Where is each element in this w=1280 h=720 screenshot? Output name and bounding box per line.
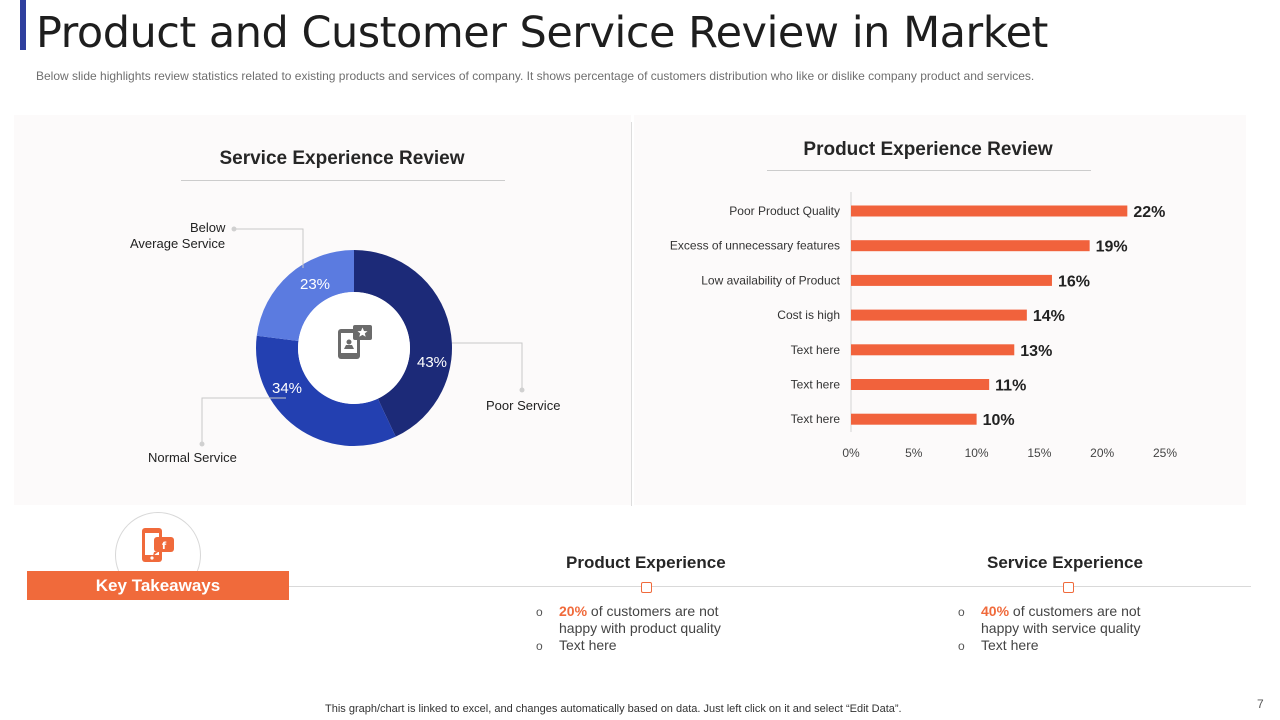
bar-category-label: Poor Product Quality xyxy=(729,204,840,218)
service-chart-title-underline xyxy=(181,180,505,181)
list-item-text: of customers are not xyxy=(1009,603,1141,619)
service-chart-title: Service Experience Review xyxy=(219,148,465,169)
category-label-below-line1: Below xyxy=(190,220,226,235)
list-item-text: happy with product quality xyxy=(559,620,721,636)
svg-text:f: f xyxy=(162,541,167,552)
donut-label-below-average: 23% xyxy=(300,276,331,293)
bar-category-label: Text here xyxy=(791,378,841,392)
x-tick-label: 15% xyxy=(1027,446,1051,460)
phone-social-icon: f xyxy=(142,528,174,562)
panel-divider xyxy=(631,122,632,506)
product-experience-heading: Product Experience xyxy=(566,553,726,572)
bar[interactable] xyxy=(851,309,1027,321)
product-marker xyxy=(641,582,652,593)
leader-dot-poor xyxy=(519,387,525,393)
page-number: 7 xyxy=(1257,697,1264,711)
list-item-text: of customers are not xyxy=(587,603,719,619)
bar-value-label: 11% xyxy=(995,378,1026,395)
leader-lines xyxy=(201,228,523,444)
bar-category-label: Cost is high xyxy=(777,308,840,322)
bar-category-label: Excess of unnecessary features xyxy=(670,239,840,253)
donut-label-normal: 34% xyxy=(272,380,303,397)
x-tick-label: 20% xyxy=(1090,446,1114,460)
key-takeaways-banner: Key Takeaways xyxy=(27,571,289,600)
x-tick-label: 25% xyxy=(1153,446,1177,460)
category-label-below-line2: Average Service xyxy=(130,236,226,251)
donut-label-poor: 43% xyxy=(417,354,448,371)
bar-value-label: 14% xyxy=(1033,308,1065,325)
bar-category-label: Text here xyxy=(791,412,841,426)
list-item-text: Text here xyxy=(981,637,1039,653)
footer-note: This graph/chart is linked to excel, and… xyxy=(325,703,902,715)
bar-value-label: 13% xyxy=(1020,343,1052,360)
list-item: Text here xyxy=(536,637,721,655)
bar-value-label: 10% xyxy=(983,412,1015,429)
bar-value-label: 22% xyxy=(1133,204,1165,221)
bar[interactable] xyxy=(851,344,1015,356)
service-marker xyxy=(1063,582,1074,593)
leader-dot-normal xyxy=(199,441,205,447)
bar[interactable] xyxy=(851,413,977,425)
bar[interactable] xyxy=(851,379,990,390)
list-item: Text here xyxy=(958,637,1141,655)
list-item-text: happy with service quality xyxy=(981,620,1141,636)
takeaway-divider xyxy=(289,586,1251,587)
leader-line-normal xyxy=(201,397,286,444)
leader-dot-below xyxy=(231,226,237,232)
product-chart-title-underline xyxy=(767,170,1091,171)
leader-dots xyxy=(199,226,525,447)
service-highlight: 40% xyxy=(981,603,1010,619)
bar[interactable] xyxy=(851,240,1090,252)
leader-line-poor xyxy=(452,342,523,390)
x-tick-label: 10% xyxy=(965,446,989,460)
bar[interactable] xyxy=(851,274,1052,286)
product-highlight: 20% xyxy=(559,603,588,619)
title-accent-bar xyxy=(20,0,26,50)
bar[interactable] xyxy=(851,205,1128,217)
page-title: Product and Customer Service Review in M… xyxy=(36,8,1048,58)
page-subtitle: Below slide highlights review statistics… xyxy=(36,69,1035,83)
x-tick-label: 5% xyxy=(905,446,923,460)
category-label-poor: Poor Service xyxy=(486,398,561,413)
list-item-text: Text here xyxy=(559,637,617,653)
bar-value-label: 16% xyxy=(1058,273,1090,290)
x-tick-label: 0% xyxy=(842,446,860,460)
service-experience-heading: Service Experience xyxy=(987,553,1143,572)
donut-slice-below-average[interactable] xyxy=(256,250,354,341)
bar-category-label: Low availability of Product xyxy=(701,273,840,287)
mobile-review-icon xyxy=(338,325,372,359)
donut-slice-poor[interactable] xyxy=(354,250,453,437)
product-chart-title: Product Experience Review xyxy=(803,139,1053,160)
bar-category-label: Text here xyxy=(791,343,841,357)
bar-value-label: 19% xyxy=(1096,239,1128,256)
leader-line-below xyxy=(234,228,304,268)
donut-slice-normal[interactable] xyxy=(256,335,396,447)
category-label-normal: Normal Service xyxy=(148,450,237,465)
